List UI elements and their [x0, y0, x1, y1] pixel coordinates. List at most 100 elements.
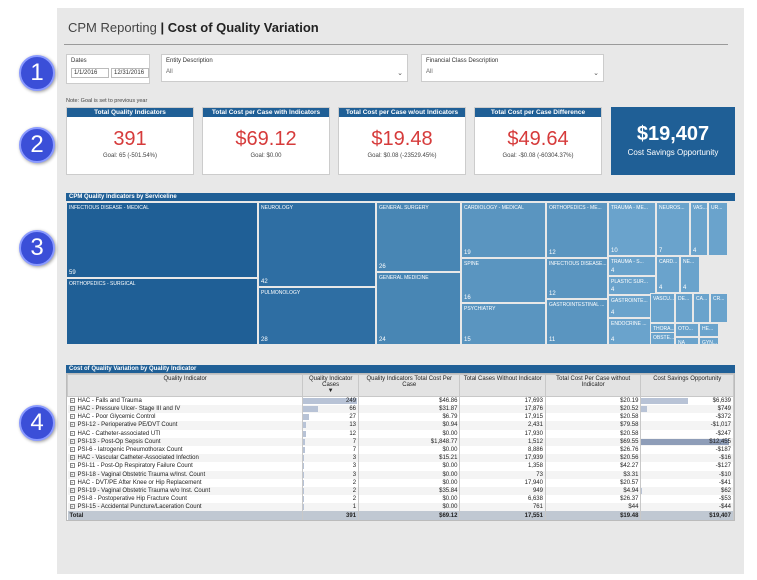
savings-value: $12,455	[709, 438, 731, 445]
savings-value: $6,639	[712, 398, 731, 404]
expand-plus-icon[interactable]: +	[69, 430, 75, 436]
treemap-cell[interactable]: PLASTIC SUR... 4	[608, 276, 656, 295]
step-badge-3: 3	[19, 230, 55, 266]
financial-class-label: Financial Class Description	[426, 58, 499, 64]
end-date-input[interactable]: 12/31/2016	[111, 68, 149, 78]
col-header-savings[interactable]: Cost Savings Opportunity	[640, 374, 734, 397]
dates-filter[interactable]: Dates 1/1/2016 12/31/2016	[66, 54, 150, 84]
financial-class-filter[interactable]: Financial Class Description All ⌄	[421, 54, 604, 82]
chevron-down-icon[interactable]: ⌄	[593, 70, 599, 77]
treemap-cell[interactable]: TRAUMA - ME... 10	[608, 202, 656, 256]
step-badge-2: 2	[19, 127, 55, 163]
treemap-cell[interactable]: GENERAL SURGERY 26	[376, 202, 461, 272]
savings-value: -$44	[718, 504, 731, 511]
treemap-cell[interactable]: INFECTIOUS DISEASE... 12	[546, 258, 608, 299]
treemap-cell[interactable]: INFECTIOUS DISEASE - MEDICAL 59	[66, 202, 258, 278]
cases-value: 13	[349, 422, 357, 429]
kpi-cost-difference[interactable]: Total Cost per Case Difference $49.64 Go…	[474, 107, 602, 175]
cases-value: 3	[352, 471, 357, 478]
treemap-cell[interactable]: PSYCHIATRY 15	[461, 303, 546, 345]
savings-cell: -$10	[640, 470, 734, 479]
treemap-cell[interactable]: CR...	[710, 293, 728, 323]
cases-bar	[303, 430, 306, 437]
treemap-cell[interactable]: CARD... 4	[656, 256, 680, 293]
treemap-cell[interactable]: OBSTE...	[650, 332, 675, 345]
treemap-cell[interactable]: NE... 4	[680, 256, 700, 293]
table-row[interactable]: + PSI-6 - Iatrogenic Pneumothorax Count 7 $…	[67, 445, 734, 455]
cost-savings-card[interactable]: $19,407 Cost Savings Opportunity	[611, 107, 735, 175]
treemap-cell[interactable]: OTO...	[675, 323, 699, 337]
col-header-cases[interactable]: Quality Indicator Cases ▼	[302, 374, 360, 397]
treemap-cell[interactable]: HE...	[699, 323, 719, 337]
start-date-input[interactable]: 1/1/2016	[71, 68, 109, 78]
expand-plus-icon[interactable]: +	[69, 397, 75, 403]
entity-filter[interactable]: Entity Description All ⌄	[161, 54, 408, 82]
kpi-total-quality-indicators[interactable]: Total Quality Indicators 391 Goal: 65 (-…	[66, 107, 194, 175]
entity-label: Entity Description	[166, 58, 213, 64]
table-row[interactable]: + HAC - Falls and Trauma 249 $46.86 17,693 $2…	[67, 396, 734, 405]
kpi-cost-without-indicators[interactable]: Total Cost per Case w/out Indicators $19…	[338, 107, 466, 175]
savings-value: -$53	[718, 496, 731, 503]
col-header-quality-indicator[interactable]: Quality Indicator	[66, 374, 304, 397]
treemap-cell[interactable]: VASCU...	[650, 293, 675, 323]
treemap-cell[interactable]: NEUROS... 7	[656, 202, 690, 256]
savings-cell: -$187	[640, 445, 734, 455]
savings-cell: -$247	[640, 429, 734, 438]
table-title: Cost of Quality Variation by Quality Ind…	[66, 365, 735, 373]
expand-plus-icon[interactable]: +	[69, 487, 75, 493]
expand-plus-icon[interactable]: +	[69, 463, 75, 469]
table-row[interactable]: + HAC - Catheter-associated UTI 12 $0.00 17,…	[67, 429, 734, 438]
expand-plus-icon[interactable]: +	[69, 471, 75, 477]
col-header-cost-without[interactable]: Total Cost Per Case without Indicator	[544, 374, 642, 397]
treemap-cell-label: GYN...	[702, 340, 718, 345]
expand-plus-icon[interactable]: +	[69, 479, 75, 485]
treemap-cell-label: INFECTIOUS DISEASE...	[549, 261, 607, 267]
treemap-cell[interactable]: GENERAL MEDICINE 24	[376, 272, 461, 345]
table-row[interactable]: + PSI-11 - Post-Op Respiratory Failure Co…	[67, 462, 734, 471]
treemap-cell[interactable]: SPINE 16	[461, 258, 546, 303]
expand-plus-icon[interactable]: +	[69, 455, 75, 461]
table-row[interactable]: + PSI-19 - Vaginal Obstetric Trauma w/o I…	[67, 486, 734, 496]
expand-plus-icon[interactable]: +	[69, 406, 75, 412]
treemap-cell[interactable]: GASTROINTE... 4	[608, 295, 656, 318]
treemap-cell[interactable]: ORTHOPEDICS - ME... 12	[546, 202, 608, 258]
table-row[interactable]: + HAC - Pressure Ulcer- Stage III and IV 6…	[67, 405, 734, 414]
table-row[interactable]: + PSI-18 - Vaginal Obstetric Trauma w/Ins…	[67, 470, 734, 479]
expand-plus-icon[interactable]: +	[69, 496, 75, 502]
expand-plus-icon[interactable]: +	[69, 438, 75, 444]
col-header-cases-without[interactable]: Total Cases Without Indicator	[459, 374, 546, 397]
treemap-cell[interactable]: DE...	[675, 293, 693, 323]
expand-plus-icon[interactable]: +	[69, 504, 75, 510]
treemap-cell[interactable]: PULMONOLOGY 28	[258, 287, 376, 345]
table-row[interactable]: + PSI-13 - Post-Op Sepsis Count 7 $1,848.77…	[67, 437, 734, 446]
treemap-cell[interactable]: NA	[675, 337, 699, 345]
sort-desc-icon[interactable]: ▼	[327, 388, 334, 394]
table-row[interactable]: + PSI-15 - Accidental Puncture/Laceration…	[67, 503, 734, 512]
expand-plus-icon[interactable]: +	[69, 414, 75, 420]
col-header-total-cost[interactable]: Quality Indicators Total Cost Per Case	[358, 374, 461, 397]
treemap-cell[interactable]: CA...	[693, 293, 710, 323]
treemap-cell[interactable]: TRAUMA - S... 4	[608, 256, 656, 276]
treemap-cell[interactable]: GASTROINTESTINAL ... 11	[546, 299, 608, 345]
table-row[interactable]: + HAC - Vascular Catheter-Associated Infe…	[67, 454, 734, 463]
treemap-cell[interactable]: UR...	[708, 202, 728, 256]
table-row[interactable]: + PSI-12 - Perioperative PE/DVT Count 13 $0…	[67, 421, 734, 430]
treemap-cell[interactable]: VAS... 4	[690, 202, 708, 256]
cost-without-cell: $69.55	[545, 437, 642, 446]
table-row[interactable]: + HAC - Poor Glycemic Control 27 $6.79 17,91…	[67, 413, 734, 422]
table-row[interactable]: + PSI-8 - Postoperative Hip Fracture Coun…	[67, 495, 734, 504]
kpi-cost-with-indicators[interactable]: Total Cost per Case with Indicators $69.…	[202, 107, 330, 175]
savings-bar	[641, 398, 689, 404]
treemap-cell[interactable]: ORTHOPEDICS - SURGICAL	[66, 278, 258, 345]
treemap-cell[interactable]: GYN...	[699, 337, 719, 345]
treemap-cell[interactable]: CARDIOLOGY - MEDICAL 19	[461, 202, 546, 258]
cases-bar	[303, 406, 318, 412]
table-row[interactable]: + HAC - DVT/PE After Knee or Hip Replacem…	[67, 478, 734, 487]
chevron-down-icon[interactable]: ⌄	[397, 70, 403, 77]
treemap-cell[interactable]: ENDOCRINE ... 4	[608, 318, 656, 345]
quality-indicator-name: HAC - Vascular Catheter-Associated Infec…	[77, 455, 199, 462]
expand-plus-icon[interactable]: +	[69, 422, 75, 428]
total-cost-cell: $0.94	[358, 421, 461, 430]
expand-plus-icon[interactable]: +	[69, 446, 75, 452]
treemap-cell[interactable]: NEUROLOGY 42	[258, 202, 376, 287]
